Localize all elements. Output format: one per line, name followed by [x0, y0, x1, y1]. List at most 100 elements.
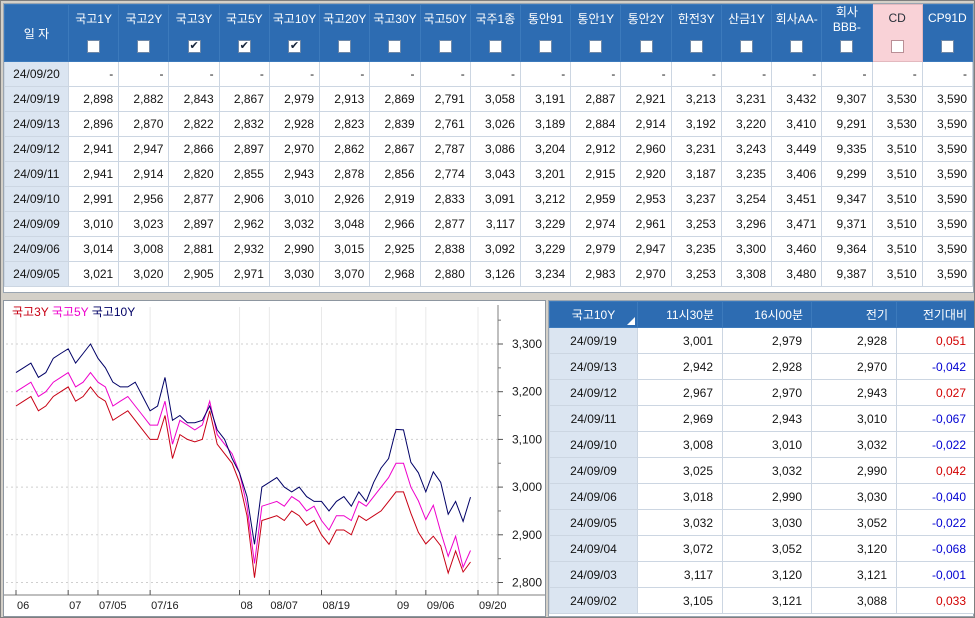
yield-cell: 2,970 — [621, 262, 671, 287]
yield-cell: 2,928 — [269, 112, 319, 137]
value-1600: 3,030 — [723, 510, 812, 536]
yield-cell: 3,030 — [269, 262, 319, 287]
y-axis-label: 2,900 — [512, 528, 542, 542]
yield-cell: 2,896 — [69, 112, 119, 137]
column-checkbox-3[interactable]: ✔ — [238, 40, 251, 53]
column-label: 국고2Y — [119, 5, 168, 31]
table-row[interactable]: 24/09/112,9692,9433,010-0,067 — [550, 406, 975, 432]
yield-cell: 3,308 — [721, 262, 771, 287]
column-header-7: 국고50Y — [420, 5, 470, 62]
yield-cell: 3,204 — [520, 137, 570, 162]
column-checkbox-2[interactable]: ✔ — [188, 40, 201, 53]
yield-cell: 2,884 — [571, 112, 621, 137]
yield-cell: 2,943 — [269, 162, 319, 187]
yield-cell: 2,979 — [269, 87, 319, 112]
yield-cell: 2,970 — [269, 137, 319, 162]
y-axis-label: 3,100 — [512, 432, 542, 446]
table-row[interactable]: 24/09/023,1053,1213,0880,033 — [550, 588, 975, 614]
column-checkbox-8[interactable] — [489, 40, 502, 53]
yield-cell: 2,833 — [420, 187, 470, 212]
table-row[interactable]: 24/09/102,9912,9562,8772,9063,0102,9262,… — [5, 187, 973, 212]
y-axis-label: 3,200 — [512, 385, 542, 399]
yield-cell: 2,898 — [69, 87, 119, 112]
bond-yield-table-panel: 일 자국고1Y국고2Y국고3Y✔국고5Y✔국고10Y✔국고20Y국고30Y국고5… — [3, 3, 974, 293]
table-row[interactable]: 24/09/063,0182,9903,030-0,040 — [550, 484, 975, 510]
value-1130: 3,001 — [638, 328, 723, 354]
table-row[interactable]: 24/09/132,9422,9282,970-0,042 — [550, 354, 975, 380]
table-row[interactable]: 24/09/112,9412,9142,8202,8552,9432,8782,… — [5, 162, 973, 187]
yield-cell: 3,590 — [922, 162, 972, 187]
table-row[interactable]: 24/09/093,0103,0232,8972,9623,0323,0482,… — [5, 212, 973, 237]
table-row[interactable]: 24/09/193,0012,9792,9280,051 — [550, 328, 975, 354]
column-header-8: 국주1종 — [470, 5, 520, 62]
yield-cell: 2,947 — [621, 237, 671, 262]
column-header-14: 회사AA- — [772, 5, 822, 62]
side-table-sort-header[interactable]: 국고10Y — [550, 302, 638, 328]
table-row[interactable]: 24/09/132,8962,8702,8222,8322,9282,8232,… — [5, 112, 973, 137]
value-change: 0,033 — [897, 588, 975, 614]
value-prev: 2,990 — [812, 458, 897, 484]
yield-cell: 3,590 — [922, 237, 972, 262]
column-header-10: 통안1Y — [571, 5, 621, 62]
yield-cell: 2,914 — [119, 162, 169, 187]
table-row[interactable]: 24/09/122,9672,9702,9430,027 — [550, 380, 975, 406]
column-checkbox-1[interactable] — [137, 40, 150, 53]
x-axis-label: 07/05 — [99, 600, 127, 612]
column-checkbox-17[interactable] — [941, 40, 954, 53]
yield-cell: 2,791 — [420, 87, 470, 112]
yield-cell: 3,043 — [470, 162, 520, 187]
yield-cell: 3,187 — [671, 162, 721, 187]
column-label: 국고50Y — [421, 5, 470, 31]
table-row[interactable]: 24/09/053,0323,0303,052-0,022 — [550, 510, 975, 536]
yield-cell: - — [69, 62, 119, 87]
yield-cell: 3,220 — [721, 112, 771, 137]
column-header-11: 통안2Y — [621, 5, 671, 62]
yield-cell: 2,926 — [320, 187, 370, 212]
table-row[interactable]: 24/09/033,1173,1203,121-0,001 — [550, 562, 975, 588]
table-row[interactable]: 24/09/043,0723,0523,120-0,068 — [550, 536, 975, 562]
column-label: 산금1Y — [722, 5, 771, 31]
table-row[interactable]: 24/09/103,0083,0103,032-0,022 — [550, 432, 975, 458]
yield-cell: 2,877 — [169, 187, 219, 212]
yield-cell: - — [872, 62, 922, 87]
column-checkbox-6[interactable] — [388, 40, 401, 53]
yield-cell: 3,510 — [872, 262, 922, 287]
x-axis-label: 08/19 — [323, 600, 351, 612]
table-row[interactable]: 24/09/20------------------ — [5, 62, 973, 87]
table-row[interactable]: 24/09/192,8982,8822,8432,8672,9792,9132,… — [5, 87, 973, 112]
yield-cell: 2,855 — [219, 162, 269, 187]
row-date: 24/09/10 — [550, 432, 638, 458]
column-label: 통안2Y — [621, 5, 670, 31]
column-checkbox-13[interactable] — [740, 40, 753, 53]
yield-cell: 3,590 — [922, 137, 972, 162]
yield-cell: 3,070 — [320, 262, 370, 287]
column-checkbox-0[interactable] — [87, 40, 100, 53]
table-row[interactable]: 24/09/063,0143,0082,8812,9322,9903,0152,… — [5, 237, 973, 262]
table-row[interactable]: 24/09/053,0213,0202,9052,9713,0303,0702,… — [5, 262, 973, 287]
yield-cell: 3,237 — [671, 187, 721, 212]
yield-cell: 2,880 — [420, 262, 470, 287]
column-checkbox-15[interactable] — [840, 40, 853, 53]
table-row[interactable]: 24/09/122,9412,9472,8662,8972,9702,8622,… — [5, 137, 973, 162]
table-row[interactable]: 24/09/093,0253,0322,9900,042 — [550, 458, 975, 484]
column-checkbox-4[interactable]: ✔ — [288, 40, 301, 53]
column-checkbox-10[interactable] — [589, 40, 602, 53]
column-checkbox-5[interactable] — [338, 40, 351, 53]
column-checkbox-9[interactable] — [539, 40, 552, 53]
column-checkbox-11[interactable] — [640, 40, 653, 53]
x-axis-label: 07 — [69, 600, 81, 612]
yield-cell: 3,010 — [269, 187, 319, 212]
yield-cell: - — [571, 62, 621, 87]
column-checkbox-12[interactable] — [690, 40, 703, 53]
yield-cell: - — [822, 62, 872, 87]
column-checkbox-14[interactable] — [790, 40, 803, 53]
yield-cell: 2,919 — [370, 187, 420, 212]
yield-cell: 3,590 — [922, 112, 972, 137]
column-header-17: CP91D — [922, 5, 972, 62]
yield-cell: 2,941 — [69, 162, 119, 187]
x-axis-label: 08 — [241, 600, 253, 612]
column-checkbox-16[interactable] — [891, 40, 904, 53]
value-1600: 2,990 — [723, 484, 812, 510]
yield-cell: 2,823 — [320, 112, 370, 137]
column-checkbox-7[interactable] — [439, 40, 452, 53]
